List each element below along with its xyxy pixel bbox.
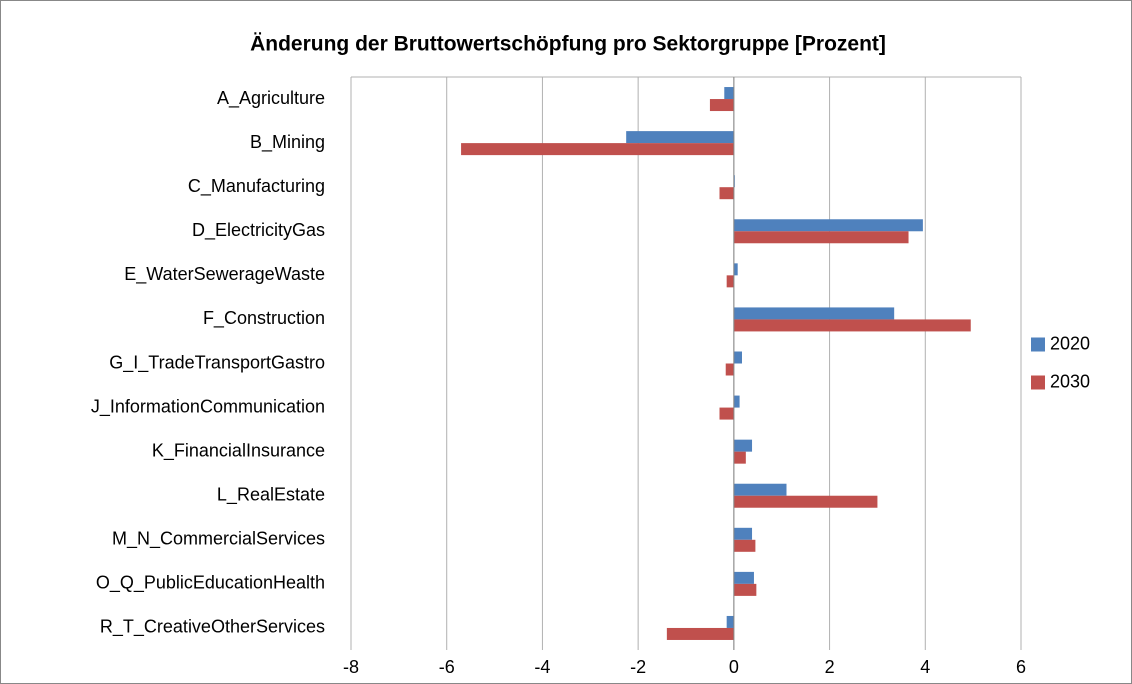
bar xyxy=(733,451,746,464)
bar xyxy=(733,495,878,508)
bar xyxy=(733,351,742,364)
bar xyxy=(733,571,754,584)
x-tick-label: 6 xyxy=(1016,657,1026,677)
y-tick-label: L_RealEstate xyxy=(217,484,325,505)
y-tick-label: F_Construction xyxy=(203,308,325,329)
bar xyxy=(725,363,734,376)
y-tick-label: K_FinancialInsurance xyxy=(152,440,325,461)
bar xyxy=(719,187,734,200)
y-tick-label: M_N_CommercialServices xyxy=(112,529,325,550)
y-tick-label: E_WaterSewerageWaste xyxy=(124,264,325,285)
bar xyxy=(733,307,895,320)
bar xyxy=(724,87,734,100)
x-tick-label: 4 xyxy=(920,657,930,677)
y-tick-label: O_Q_PublicEducationHealth xyxy=(96,573,325,594)
bar xyxy=(709,99,734,112)
legend-label: 2030 xyxy=(1050,371,1090,391)
bar xyxy=(726,615,734,628)
x-tick-label: 0 xyxy=(729,657,739,677)
y-tick-label: D_ElectricityGas xyxy=(192,220,325,241)
bar xyxy=(733,219,923,232)
bar xyxy=(461,143,734,156)
bar xyxy=(733,539,756,552)
bar xyxy=(733,527,753,540)
bar xyxy=(733,439,753,452)
legend-label: 2020 xyxy=(1050,333,1090,353)
chart-title: Änderung der Bruttowertschöpfung pro Sek… xyxy=(250,33,886,56)
x-tick-label: 2 xyxy=(825,657,835,677)
bar xyxy=(733,583,757,596)
legend-swatch xyxy=(1031,375,1045,390)
bar xyxy=(626,131,734,144)
y-tick-label: J_InformationCommunication xyxy=(91,396,325,417)
x-tick-label: -6 xyxy=(439,657,455,677)
bar xyxy=(733,483,787,496)
bar xyxy=(733,319,971,332)
y-tick-label: B_Mining xyxy=(250,132,325,153)
bar xyxy=(666,627,734,640)
y-tick-label: C_Manufacturing xyxy=(188,176,325,197)
bar xyxy=(733,395,740,408)
bar xyxy=(726,275,734,288)
bar xyxy=(733,231,909,244)
x-tick-label: -8 xyxy=(343,657,359,677)
legend-swatch xyxy=(1031,337,1045,352)
y-tick-label: G_I_TradeTransportGastro xyxy=(109,352,325,373)
y-tick-label: A_Agriculture xyxy=(217,88,325,109)
bar xyxy=(719,407,734,420)
x-tick-label: -4 xyxy=(534,657,550,677)
y-tick-label: R_T_CreativeOtherServices xyxy=(100,617,325,638)
bar xyxy=(733,263,738,276)
x-tick-label: -2 xyxy=(630,657,646,677)
